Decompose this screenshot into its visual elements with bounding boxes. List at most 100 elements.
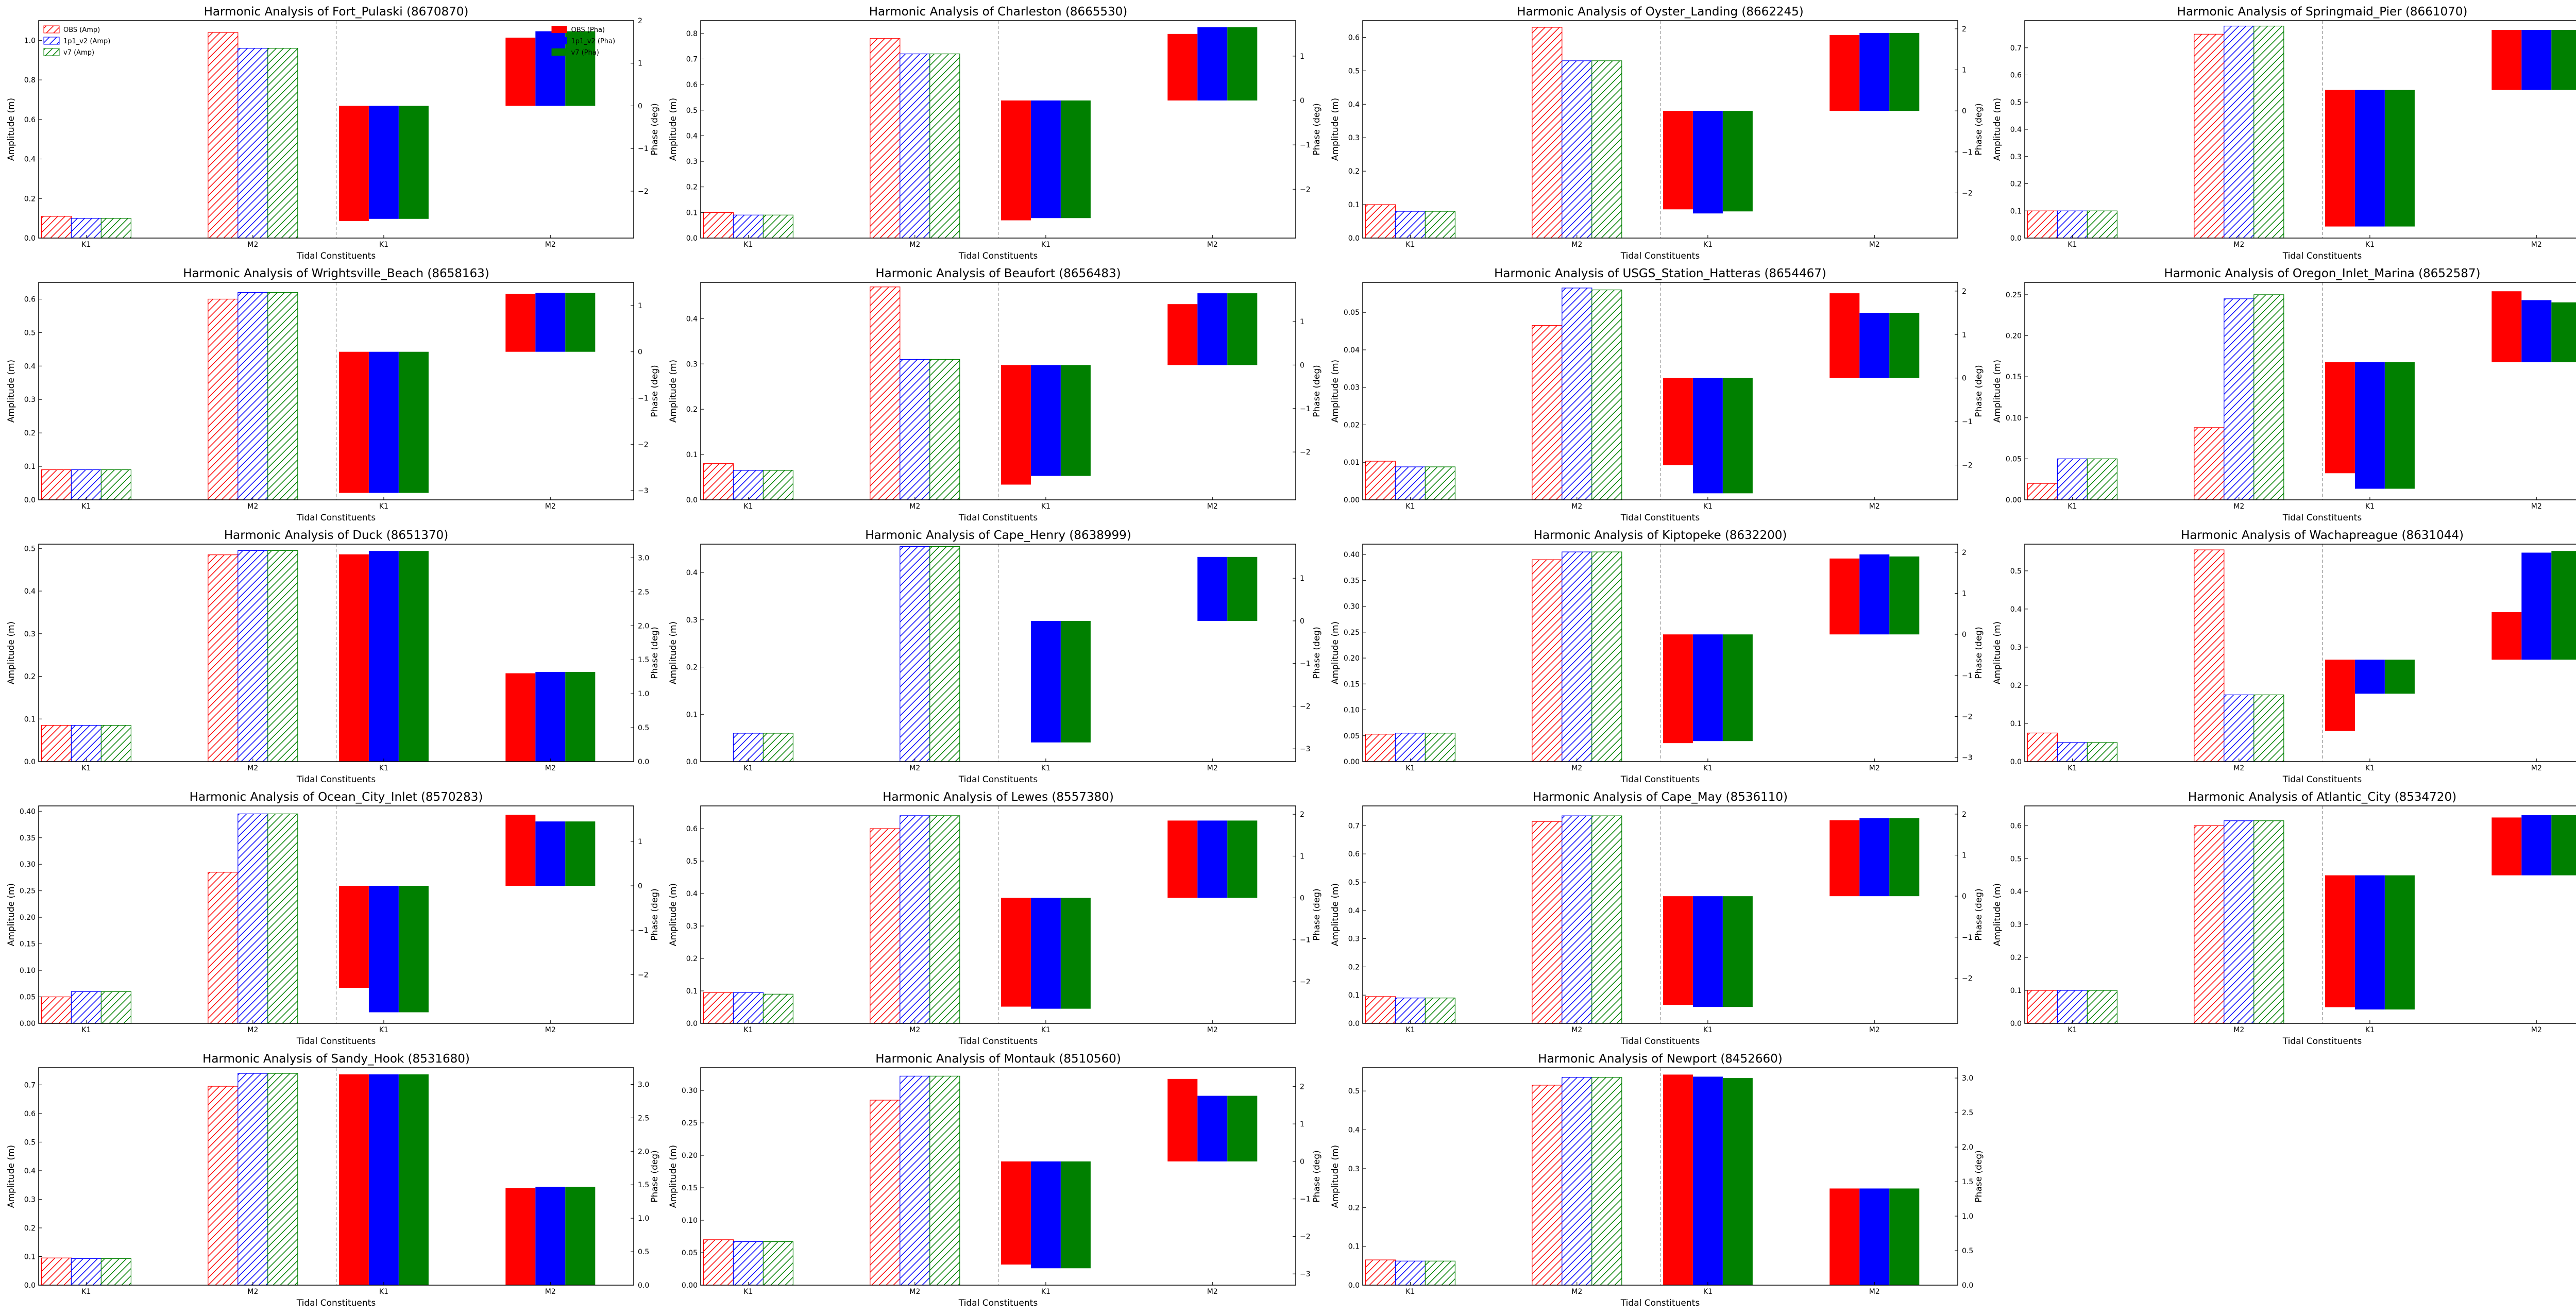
chart-panel: Harmonic Analysis of Oregon_Inlet_Marina… <box>1992 267 2576 523</box>
y-tick-label: 0.3 <box>1348 1165 1360 1173</box>
y2-tick-label: −1 <box>1962 672 1973 680</box>
phase-bar <box>1859 818 1890 897</box>
plot-frame <box>700 805 1296 1024</box>
x-axis-label: Tidal Constituents <box>296 774 376 785</box>
y2-tick-label: 3.0 <box>638 554 649 562</box>
chart-title: Harmonic Analysis of Duck (8651370) <box>224 529 448 542</box>
amplitude-bar <box>267 292 298 500</box>
y2-tick-label: 2.5 <box>638 588 649 596</box>
y2-axis-label: Phase (deg) <box>650 627 660 679</box>
x-axis-label: Tidal Constituents <box>2282 1036 2362 1047</box>
y-tick-label: 0.5 <box>2010 567 2022 576</box>
amplitude-bar <box>1532 821 1563 1024</box>
y-axis-label: Amplitude (m) <box>6 621 16 684</box>
y-tick-label: 0.2 <box>24 1224 36 1233</box>
y2-tick-label: −3 <box>638 487 649 495</box>
y-axis-label: Amplitude (m) <box>668 883 679 946</box>
y2-axis-label: Phase (deg) <box>1974 888 1984 940</box>
x-axis-label: Tidal Constituents <box>1620 1298 1700 1308</box>
x-tick-label: K1 <box>2067 1026 2077 1034</box>
amplitude-bar <box>208 872 239 1024</box>
amplitude-bar <box>100 991 131 1024</box>
phase-bar <box>1001 365 1031 485</box>
phase-bar <box>2551 551 2576 660</box>
phase-bar <box>1060 1161 1091 1269</box>
legend-label: OBS (Pha) <box>571 26 605 34</box>
x-tick-label: M2 <box>247 1288 258 1296</box>
x-tick-label: K1 <box>81 241 91 249</box>
y2-tick-label: −2 <box>638 971 649 979</box>
phase-bar <box>1167 304 1198 365</box>
y-tick-label: 0.6 <box>1348 33 1360 42</box>
y2-tick-label: −1 <box>1962 934 1973 942</box>
y-tick-label: 0.0 <box>686 758 698 766</box>
y-tick-label: 0.2 <box>2010 954 2022 962</box>
x-tick-label: M2 <box>545 764 556 772</box>
legend-swatch <box>551 37 567 44</box>
phase-bar <box>1859 32 1890 111</box>
y2-tick-label: −1 <box>1300 936 1311 945</box>
chart-panel: Harmonic Analysis of Newport (8452660) 0.… <box>1330 1052 1984 1308</box>
amplitude-bar <box>733 733 764 762</box>
y2-tick-label: 0 <box>1300 895 1304 903</box>
amplitude-bar <box>733 214 764 239</box>
amplitude-bar <box>1365 461 1396 500</box>
phase-bar <box>1859 1188 1890 1285</box>
x-tick-label: M2 <box>909 502 920 511</box>
phase-bar <box>505 294 536 352</box>
x-tick-label: M2 <box>1571 764 1582 772</box>
y-axis-label: Amplitude (m) <box>1992 360 2003 423</box>
amplitude-bar <box>733 992 764 1024</box>
y-tick-label: 0.7 <box>686 55 698 63</box>
y-tick-label: 0.20 <box>682 1152 698 1160</box>
amplitude-bar <box>762 733 794 762</box>
x-tick-label: M2 <box>545 1026 556 1034</box>
y-tick-label: 0.3 <box>24 630 36 638</box>
y-tick-label: 0.8 <box>686 30 698 38</box>
x-tick-label: M2 <box>2531 764 2542 772</box>
phase-bar <box>1197 27 1228 101</box>
amplitude-bar <box>1591 815 1622 1024</box>
phase-bar <box>398 351 429 493</box>
y2-tick-label: 0.5 <box>1962 1247 1973 1255</box>
x-tick-label: K1 <box>1041 241 1050 249</box>
y-axis-label: Amplitude (m) <box>6 1145 16 1208</box>
x-tick-label: K1 <box>2365 241 2375 249</box>
y2-tick-label: −1 <box>1300 660 1311 668</box>
phase-bar <box>1167 820 1198 898</box>
x-tick-label: K1 <box>81 502 91 511</box>
plot-frame <box>2024 282 2576 500</box>
y2-tick-label: −1 <box>1300 141 1311 149</box>
y2-axis-label: Phase (deg) <box>650 1150 660 1202</box>
y2-tick-label: 1 <box>1300 575 1304 583</box>
amplitude-bar <box>1532 27 1563 239</box>
x-tick-label: K1 <box>81 1026 91 1034</box>
legend-swatch <box>551 48 567 56</box>
y2-tick-label: −2 <box>638 441 649 449</box>
y-tick-label: 0.2 <box>24 195 36 203</box>
y-tick-label: 0.02 <box>1344 421 1360 429</box>
x-axis-label: Tidal Constituents <box>296 1036 376 1047</box>
y2-tick-label: −2 <box>1962 461 1973 469</box>
y-tick-label: 0.2 <box>686 406 698 414</box>
amplitude-bar <box>733 1241 764 1286</box>
chart-title: Harmonic Analysis of Fort_Pulaski (86708… <box>204 5 469 19</box>
y2-axis-label: Phase (deg) <box>1974 627 1984 679</box>
y2-tick-label: −1 <box>638 394 649 402</box>
x-tick-label: M2 <box>909 1026 920 1034</box>
y-tick-label: 0.6 <box>24 1110 36 1118</box>
amplitude-bar <box>929 359 960 500</box>
y-tick-label: 0.00 <box>2006 496 2022 504</box>
legend-label: v7 (Pha) <box>571 49 599 57</box>
y-tick-label: 0.10 <box>2006 414 2022 423</box>
y-axis-label: Amplitude (m) <box>1992 621 2003 684</box>
amplitude-bar <box>267 1073 298 1286</box>
amplitude-bar <box>870 1100 901 1286</box>
y-tick-label: 0.40 <box>1344 551 1360 559</box>
chart-title: Harmonic Analysis of Lewes (8557380) <box>883 790 1114 804</box>
y2-axis-label: Phase (deg) <box>650 103 660 155</box>
y-tick-label: 0.0 <box>2010 758 2022 766</box>
phase-bar <box>535 1187 566 1285</box>
chart-panel: Harmonic Analysis of Wachapreague (86310… <box>1992 529 2576 785</box>
phase-bar <box>338 106 369 221</box>
